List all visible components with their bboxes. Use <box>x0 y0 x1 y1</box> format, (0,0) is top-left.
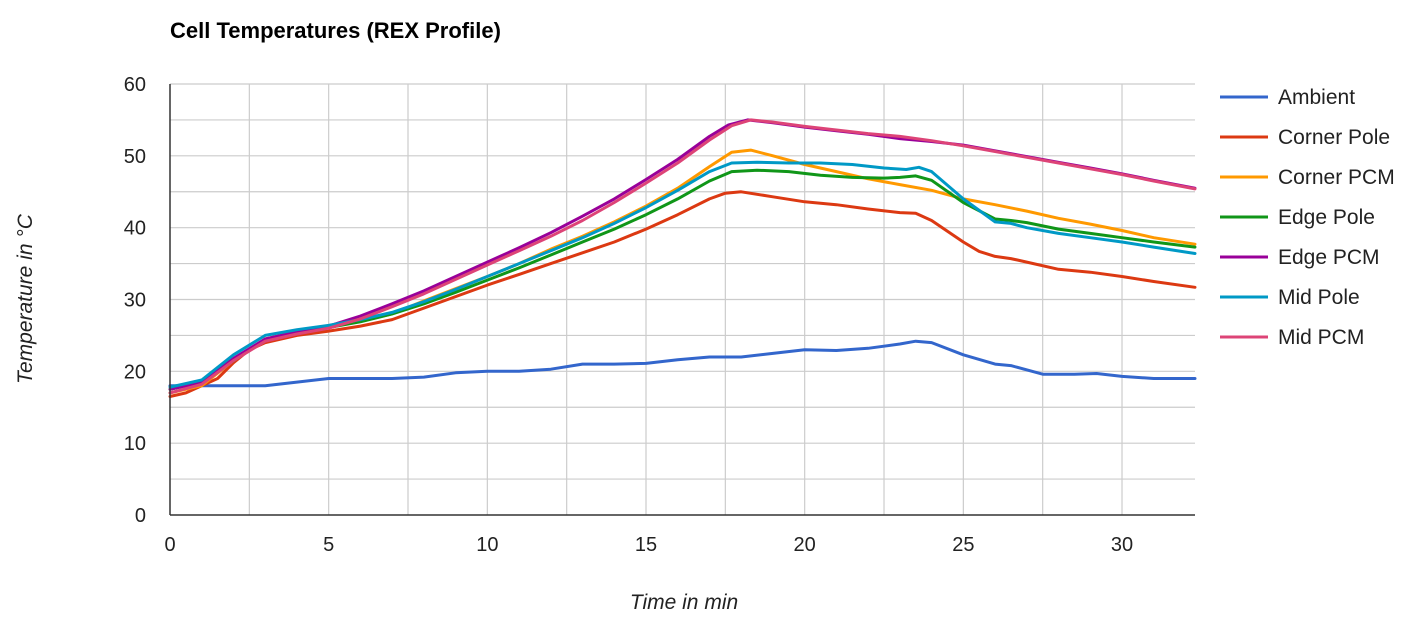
x-tick-label: 15 <box>635 534 657 556</box>
x-tick-label: 10 <box>476 534 498 556</box>
legend-entry: Mid Pole <box>1278 286 1360 309</box>
y-tick-label: 60 <box>124 74 146 96</box>
x-tick-label: 5 <box>323 534 334 556</box>
legend-entry: Edge PCM <box>1278 246 1380 269</box>
chart-title: Cell Temperatures (REX Profile) <box>170 18 501 43</box>
x-tick-labels: 0 5 10 15 20 25 30 <box>164 534 1133 556</box>
y-tick-label: 0 <box>135 505 146 527</box>
grid <box>170 83 1195 515</box>
x-axis-title: Time in min <box>630 591 738 614</box>
legend: Ambient Corner Pole Corner PCM Edge Pole Edg… <box>1220 86 1395 349</box>
legend-entry: Corner Pole <box>1278 126 1390 149</box>
legend-entry: Edge Pole <box>1278 206 1375 229</box>
y-tick-label: 40 <box>124 218 146 240</box>
y-tick-label: 20 <box>124 361 146 383</box>
series-line-ambient <box>168 339 1197 388</box>
x-tick-label: 0 <box>164 534 175 556</box>
x-tick-label: 25 <box>952 534 974 556</box>
y-tick-labels: 0 10 20 30 40 50 60 <box>124 74 146 527</box>
axes <box>169 84 1195 516</box>
x-tick-label: 30 <box>1111 534 1133 556</box>
legend-entry: Corner PCM <box>1278 166 1395 189</box>
y-axis-title: Temperature in °C <box>14 213 37 384</box>
y-tick-label: 30 <box>124 290 146 312</box>
series-lines <box>168 118 1197 398</box>
y-tick-label: 50 <box>124 146 146 168</box>
series-line-mid-pcm <box>168 118 1197 395</box>
x-tick-label: 20 <box>794 534 816 556</box>
series-line-corner-pole <box>168 190 1197 398</box>
series-line-edge-pole <box>168 168 1197 391</box>
legend-entry: Ambient <box>1278 86 1355 109</box>
legend-entry: Mid PCM <box>1278 326 1364 349</box>
y-tick-label: 10 <box>124 433 146 455</box>
